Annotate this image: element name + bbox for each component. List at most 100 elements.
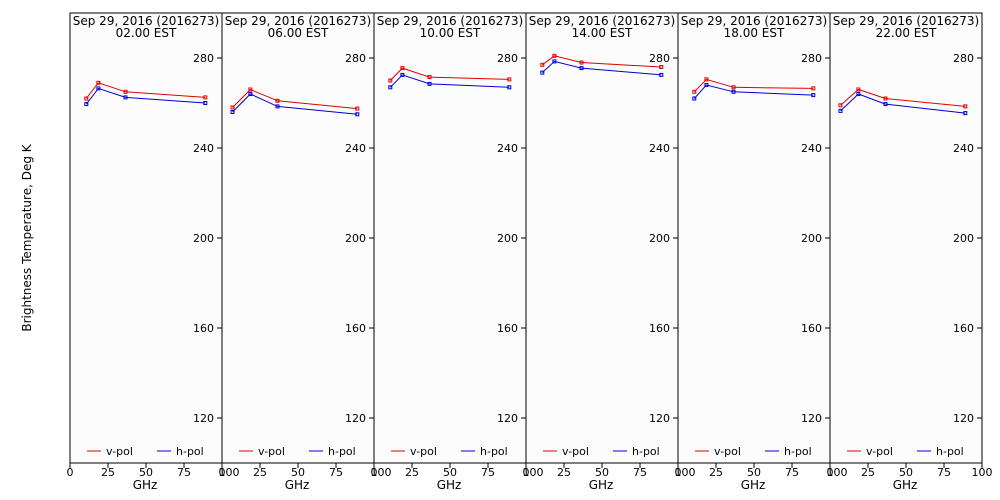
plot-area	[221, 12, 375, 464]
legend-label: v-pol	[714, 445, 741, 458]
series-line-h-pol	[389, 74, 510, 88]
y-tick-label: 160	[801, 322, 822, 335]
data-point-h-pol	[230, 110, 235, 114]
series-line-h-pol	[85, 87, 206, 105]
legend-label: h-pol	[784, 445, 812, 458]
data-point-v-pol	[731, 85, 736, 90]
y-tick-label: 200	[193, 232, 214, 245]
panel-title: Sep 29, 2016 (2016273)	[377, 14, 524, 28]
y-tick-label: 160	[953, 322, 974, 335]
x-tick-label: 50	[899, 466, 913, 479]
panel-5: Sep 29, 2016 (2016273)18.00 EST 120 160 200…	[675, 12, 848, 492]
data-point-h-pol	[96, 86, 101, 91]
panel-3: Sep 29, 2016 (2016273)10.00 EST 120 160 200…	[371, 12, 544, 492]
panel-1: Sep 29, 2016 (2016273)02.00 EST 120 160 200…	[67, 12, 240, 492]
x-tick-label: 25	[557, 466, 571, 479]
data-point-h-pol	[692, 96, 697, 101]
series-line-v-pol	[542, 55, 662, 68]
x-tick-label: 100	[972, 466, 993, 479]
x-tick-label: 50	[747, 466, 761, 479]
x-tick-label: 100	[219, 466, 240, 479]
x-axis-label: GHz	[893, 478, 918, 492]
y-tick-label: 120	[345, 412, 366, 425]
legend-label: v-pol	[562, 445, 589, 458]
data-point-v-pol	[811, 86, 816, 91]
x-tick-label: 75	[937, 466, 951, 479]
data-point-v-pol	[838, 103, 843, 108]
data-point-v-pol	[230, 105, 235, 110]
y-tick-label: 200	[649, 232, 670, 245]
data-point-v-pol	[96, 80, 101, 85]
data-point-v-pol	[540, 62, 545, 67]
y-tick-label: 240	[953, 142, 974, 155]
plot-area	[69, 12, 223, 464]
y-tick-label: 280	[345, 52, 366, 65]
y-tick-label: 120	[193, 412, 214, 425]
data-point-v-pol	[427, 75, 432, 80]
data-point-v-pol	[659, 65, 664, 69]
data-point-h-pol	[838, 108, 843, 113]
panel-4: Sep 29, 2016 (2016273)14.00 EST 120 160 200…	[523, 12, 696, 492]
plot-area	[829, 12, 983, 464]
data-point-h-pol	[811, 93, 816, 98]
x-axis-label: GHz	[437, 478, 462, 492]
data-point-h-pol	[552, 59, 557, 64]
x-axis-label: GHz	[741, 478, 766, 492]
x-tick-label: 0	[219, 466, 226, 479]
data-point-h-pol	[388, 85, 393, 90]
panel-subtitle: 14.00 EST	[572, 26, 633, 40]
x-tick-label: 25	[861, 466, 875, 479]
data-point-v-pol	[84, 96, 89, 101]
x-tick-label: 0	[827, 466, 834, 479]
x-tick-label: 0	[67, 466, 74, 479]
data-point-v-pol	[400, 66, 405, 71]
data-point-v-pol	[704, 77, 709, 82]
plot-area	[373, 12, 527, 464]
x-tick-label: 75	[481, 466, 495, 479]
data-point-v-pol	[507, 77, 512, 82]
x-tick-label: 50	[139, 466, 153, 479]
series-line-v-pol	[693, 78, 814, 93]
legend-label: v-pol	[410, 445, 437, 458]
data-point-h-pol	[275, 104, 280, 109]
legend-label: h-pol	[176, 445, 204, 458]
series-line-v-pol	[232, 88, 358, 110]
y-tick-label: 120	[953, 412, 974, 425]
legend-label: v-pol	[258, 445, 285, 458]
y-tick-label: 280	[193, 52, 214, 65]
data-point-h-pol	[84, 102, 89, 107]
panel-title: Sep 29, 2016 (2016273)	[73, 14, 220, 28]
panel-subtitle: 10.00 EST	[420, 26, 481, 40]
panel-subtitle: 22.00 EST	[876, 26, 937, 40]
plot-area	[525, 12, 679, 464]
series-line-h-pol	[232, 93, 358, 115]
data-point-v-pol	[203, 95, 208, 100]
x-axis-label: GHz	[133, 478, 158, 492]
data-point-v-pol	[355, 106, 360, 111]
x-tick-label: 75	[785, 466, 799, 479]
x-tick-label: 0	[523, 466, 530, 479]
panel-title: Sep 29, 2016 (2016273)	[529, 14, 676, 28]
data-point-v-pol	[692, 89, 697, 94]
y-tick-label: 120	[649, 412, 670, 425]
x-tick-label: 75	[633, 466, 647, 479]
x-tick-label: 0	[675, 466, 682, 479]
series-line-h-pol	[541, 60, 662, 76]
y-tick-label: 120	[497, 412, 518, 425]
y-tick-label: 280	[953, 52, 974, 65]
x-tick-label: 50	[595, 466, 609, 479]
x-tick-label: 100	[827, 466, 848, 479]
data-point-v-pol	[856, 87, 861, 92]
data-point-v-pol	[579, 60, 584, 65]
series-line-h-pol	[840, 93, 966, 114]
x-tick-label: 50	[443, 466, 457, 479]
y-tick-label: 200	[345, 232, 366, 245]
series-line-v-pol	[85, 82, 206, 99]
data-point-h-pol	[659, 72, 664, 77]
x-tick-label: 100	[523, 466, 544, 479]
panel-title: Sep 29, 2016 (2016273)	[225, 14, 372, 28]
x-tick-label: 75	[177, 466, 191, 479]
data-point-v-pol	[275, 98, 280, 103]
data-point-h-pol	[507, 85, 512, 90]
